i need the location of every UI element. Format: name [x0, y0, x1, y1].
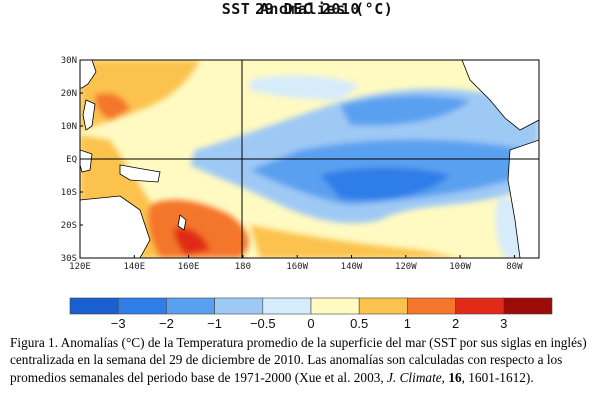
lon-label: 180	[235, 262, 251, 272]
colorbar-tick-label: −0.5	[250, 316, 276, 331]
colorbar-box	[262, 297, 312, 315]
warm-region-south-band	[250, 225, 460, 258]
colorbar-tick-label: 2	[452, 316, 459, 331]
colorbar-labels: −3 −2 −1 −0.5 0 0.5 1 2 3	[111, 316, 508, 331]
colorbar-box	[117, 297, 167, 315]
lat-label: 20S	[61, 221, 77, 231]
caption-pages: , 1601-1612).	[461, 369, 534, 385]
land-philippines	[82, 99, 96, 131]
lon-label: 120W	[395, 262, 417, 272]
colorbar-tick-label: 3	[500, 316, 507, 331]
colorbar-box	[503, 297, 553, 315]
cold-region-north	[340, 95, 470, 126]
caption-journal: J. Climate	[387, 369, 442, 385]
cold-region-core	[320, 167, 450, 201]
cold-region-northwest	[250, 75, 360, 100]
colorbar-tick-label: −3	[111, 316, 126, 331]
lon-label: 140W	[341, 262, 363, 272]
land-americas-north	[461, 60, 539, 131]
warm-region-hot-core	[174, 227, 210, 255]
colorbar-box	[166, 297, 215, 315]
map-date: 29 DEC 2010	[255, 0, 360, 18]
lon-label: 140E	[123, 262, 145, 272]
land-asia	[80, 60, 97, 89]
lon-label: 160E	[178, 262, 200, 272]
lat-label: 20N	[61, 89, 77, 99]
lon-label: 80W	[506, 262, 523, 272]
lon-label: 120E	[69, 262, 91, 272]
land-masses	[80, 60, 539, 258]
caption-comma: ,	[441, 369, 449, 385]
colorbar-boxes	[69, 297, 553, 315]
colorbar-tick-label: 0.5	[350, 316, 368, 331]
colorbar-box	[455, 297, 505, 315]
colorbar-tick-label: −1	[207, 316, 222, 331]
lat-label: EQ	[66, 155, 77, 165]
land-new-guinea	[119, 164, 161, 183]
land-south-america	[507, 139, 539, 258]
map-title: SST Anomalies (°C)	[221, 0, 394, 18]
warm-region-philippines	[94, 93, 130, 120]
lat-label: 10S	[61, 188, 77, 198]
lat-label: 30N	[61, 56, 77, 66]
lat-label: 10N	[61, 122, 77, 132]
colorbar-box	[407, 297, 456, 315]
warm-region-south-pacific	[148, 199, 249, 258]
lat-label: 30S	[61, 254, 77, 264]
colorbar-tick-label: 0	[307, 316, 314, 331]
latitude-labels: 30N 20N 10N EQ 10S 20S 30S	[61, 56, 83, 264]
longitude-labels: 120E 140E 160E 180 160W 140W 120W 100W 80W	[69, 255, 523, 272]
anomaly-field	[80, 60, 539, 258]
colorbar-box	[358, 297, 408, 315]
colorbar-box	[69, 297, 119, 315]
colorbar-tick-label: 1	[404, 316, 411, 331]
land-new-caledonia	[177, 214, 187, 231]
land-borneo	[80, 149, 93, 173]
colorbar-box	[310, 297, 360, 315]
caption-volume: 16	[448, 369, 462, 385]
figure-caption: Figura 1. Anomalías (°C) de la Temperatu…	[10, 334, 610, 386]
colorbar-box	[214, 297, 264, 315]
lon-label: 160W	[286, 262, 308, 272]
caption-text: Figura 1. Anomalías (°C) de la Temperatu…	[10, 335, 587, 385]
colorbar-tick-label: −2	[159, 316, 174, 331]
land-australia	[80, 195, 151, 258]
lon-label: 100W	[449, 262, 471, 272]
